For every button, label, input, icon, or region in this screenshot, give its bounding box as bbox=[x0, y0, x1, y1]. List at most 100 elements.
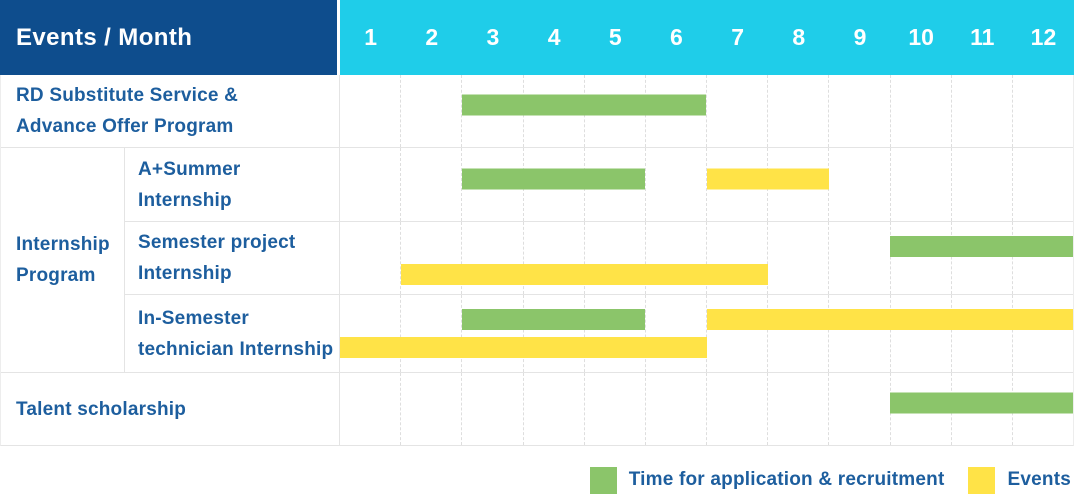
month-gridline-cell bbox=[828, 148, 889, 221]
month-gridline-cell bbox=[583, 373, 645, 445]
month-header-row: 1 2 3 4 5 6 7 8 9 10 11 12 bbox=[340, 0, 1074, 75]
row-label: In-Semester technician Internship bbox=[125, 295, 340, 372]
legend-item: Time for application & recruitment bbox=[589, 466, 945, 494]
row-label-line: Internship bbox=[16, 234, 110, 255]
legend-item: Events bbox=[968, 466, 1071, 494]
month-gridline-cell bbox=[767, 222, 828, 294]
month-gridline-cell bbox=[828, 373, 889, 445]
month-gridline-cell bbox=[889, 222, 951, 294]
month-gridline-cell bbox=[1011, 148, 1073, 221]
month-label: 7 bbox=[731, 24, 745, 50]
month-gridline-cell bbox=[828, 295, 889, 372]
gantt-track bbox=[340, 222, 1073, 294]
month-label: 12 bbox=[1030, 24, 1057, 50]
month-gridline-cell bbox=[400, 373, 461, 445]
month-gridline-cell bbox=[644, 373, 706, 445]
month-gridline-cell bbox=[461, 373, 522, 445]
month-label: 4 bbox=[547, 24, 561, 50]
month-gridline-cell bbox=[644, 295, 706, 372]
table-row: A+Summer Internship bbox=[125, 148, 1073, 221]
month-gridline-cell bbox=[1011, 75, 1073, 147]
month-gridline-cell bbox=[400, 148, 461, 221]
table-row: Talent scholarship bbox=[1, 372, 1073, 445]
gantt-track bbox=[340, 373, 1073, 445]
month-gridline-cell bbox=[583, 222, 645, 294]
month-gridline-cell bbox=[340, 75, 400, 147]
recruitment-bar bbox=[462, 168, 646, 189]
recruitment-bar bbox=[889, 236, 1073, 257]
month-gridline-cell bbox=[340, 295, 400, 372]
events-month-gantt-table: Events / Month 1 2 3 4 5 6 7 8 9 10 11 12 RD Substi… bbox=[0, 0, 1074, 446]
month-gridline-cell bbox=[522, 295, 584, 372]
legend: Time for application & recruitment Events bbox=[0, 446, 1074, 499]
gantt-track bbox=[340, 148, 1073, 221]
event-bar bbox=[401, 264, 768, 285]
month-label: 2 bbox=[425, 24, 439, 50]
row-label-line: Semester project bbox=[138, 232, 296, 253]
row-label-line: A+Summer bbox=[138, 158, 241, 180]
month-gridline-cell bbox=[340, 148, 400, 221]
recruitment-bar bbox=[462, 94, 707, 116]
month-gridline-cell bbox=[340, 222, 400, 294]
month-gridline-cell bbox=[950, 222, 1012, 294]
legend-label: Events bbox=[1007, 469, 1071, 490]
month-gridline-cell bbox=[889, 75, 951, 147]
event-bar bbox=[340, 337, 707, 358]
month-label: 8 bbox=[792, 24, 806, 50]
legend-label: Time for application & recruitment bbox=[628, 469, 945, 490]
month-gridline-cell bbox=[706, 295, 767, 372]
month-label: 10 bbox=[908, 24, 934, 50]
row-label-line: technician Internship bbox=[138, 338, 334, 360]
row-label-line: Advance Offer Program bbox=[16, 116, 234, 137]
month-gridline-cell bbox=[828, 75, 889, 147]
month-gridline-cell bbox=[1011, 295, 1073, 372]
month-gridline-cell bbox=[400, 75, 461, 147]
row-label: RD Substitute Service & Advance Offer Pro… bbox=[1, 75, 340, 147]
row-label: A+Summer Internship bbox=[125, 148, 340, 221]
events-month-header-label: Events / Month bbox=[16, 23, 193, 51]
row-label-line: Internship bbox=[138, 189, 232, 211]
month-gridline-cell bbox=[644, 222, 706, 294]
month-label: 5 bbox=[608, 24, 622, 50]
table-row: In-Semester technician Internship bbox=[125, 294, 1073, 372]
month-gridline-cell bbox=[461, 295, 522, 372]
month-label: 9 bbox=[853, 24, 867, 50]
row-label-line: Talent scholarship bbox=[16, 398, 187, 420]
gantt-body: RD Substitute Service & Advance Offer Pro… bbox=[0, 75, 1074, 446]
month-gridline-cell bbox=[706, 75, 767, 147]
month-gridline-cell bbox=[889, 148, 951, 221]
group-label: Internship Program bbox=[1, 148, 125, 372]
legend-swatch-recruitment bbox=[589, 466, 617, 494]
month-gridline-cell bbox=[522, 373, 584, 445]
month-gridline-cell bbox=[461, 148, 522, 221]
month-gridline-cell bbox=[706, 222, 767, 294]
month-gridline-cell bbox=[767, 373, 828, 445]
row-label-line: Internship bbox=[138, 263, 232, 284]
month-label: 11 bbox=[970, 24, 995, 50]
internship-program-group: Internship Program A+Summer Internship Semes… bbox=[1, 147, 1073, 372]
gantt-track bbox=[340, 295, 1073, 372]
table-header-row: Events / Month 1 2 3 4 5 6 7 8 9 10 11 12 bbox=[0, 0, 1074, 75]
month-gridline-cell bbox=[461, 222, 522, 294]
month-gridline-cell bbox=[950, 295, 1012, 372]
month-gridline-cell bbox=[522, 222, 584, 294]
month-label: 3 bbox=[486, 24, 500, 50]
month-label: 1 bbox=[364, 24, 377, 50]
month-gridline-cell bbox=[767, 75, 828, 147]
month-gridline-cell bbox=[400, 295, 461, 372]
table-row: Semester project Internship bbox=[125, 221, 1073, 294]
events-month-header-cell: Events / Month bbox=[0, 0, 340, 75]
month-gridline-cell bbox=[767, 295, 828, 372]
row-label: Talent scholarship bbox=[1, 373, 340, 445]
month-gridline-cell bbox=[400, 222, 461, 294]
month-gridline-cell bbox=[1011, 222, 1073, 294]
month-gridline-cell bbox=[461, 75, 522, 147]
row-label: Semester project Internship bbox=[125, 222, 340, 294]
event-bar bbox=[706, 168, 829, 189]
month-gridline-cell bbox=[828, 222, 889, 294]
row-label-line: RD Substitute Service & bbox=[16, 85, 239, 106]
legend-swatch-events bbox=[968, 466, 996, 494]
recruitment-bar bbox=[462, 309, 646, 330]
row-label-line: Program bbox=[16, 265, 96, 286]
month-gridline-cell bbox=[889, 295, 951, 372]
